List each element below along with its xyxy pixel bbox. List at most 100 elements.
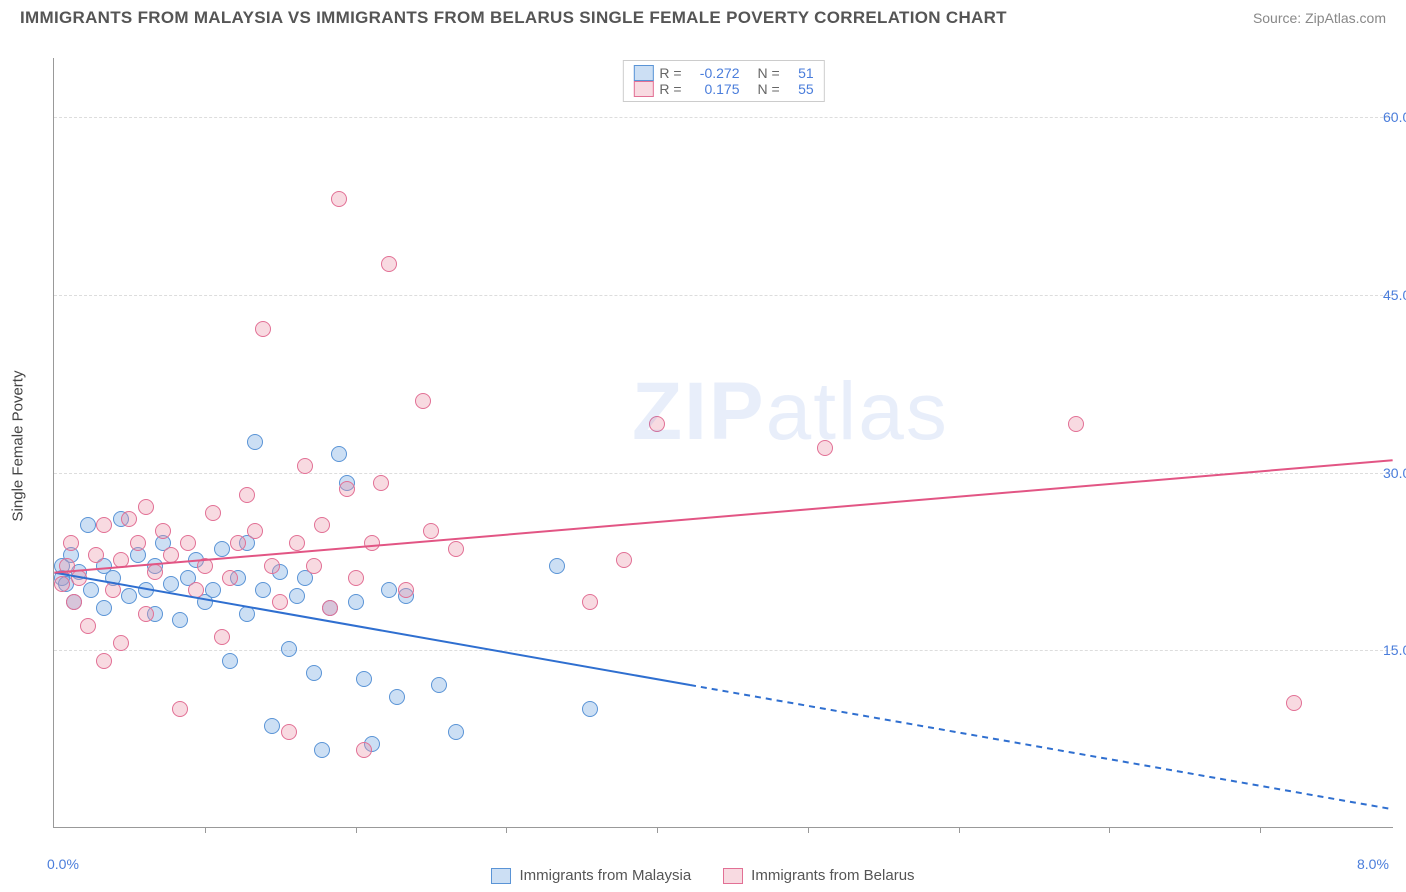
data-point [582,594,598,610]
data-point [121,511,137,527]
y-tick-label: 60.0% [1383,109,1406,125]
data-point [1068,416,1084,432]
data-point [306,665,322,681]
x-tick [506,827,507,833]
legend-label: Immigrants from Malaysia [519,867,691,884]
x-tick [808,827,809,833]
data-point [1286,695,1302,711]
data-point [83,582,99,598]
x-tick [1260,827,1261,833]
data-point [214,629,230,645]
stats-legend-row: R =-0.272N =51 [633,65,813,81]
data-point [205,582,221,598]
n-label: N = [758,65,780,81]
data-point [113,552,129,568]
y-tick-label: 30.0% [1383,465,1406,481]
data-point [364,535,380,551]
data-point [138,606,154,622]
data-point [431,677,447,693]
data-point [105,582,121,598]
stats-legend-row: R =0.175N =55 [633,81,813,97]
chart-title: IMMIGRANTS FROM MALAYSIA VS IMMIGRANTS F… [20,8,1007,28]
data-point [96,517,112,533]
r-value: 0.175 [688,81,740,97]
watermark-zip: ZIP [632,366,766,457]
n-value: 55 [786,81,814,97]
data-point [113,635,129,651]
data-point [331,191,347,207]
data-point [205,505,221,521]
legend-swatch [633,65,653,81]
data-point [389,689,405,705]
data-point [314,517,330,533]
data-point [255,582,271,598]
y-tick-label: 15.0% [1383,642,1406,658]
data-point [163,576,179,592]
data-point [138,499,154,515]
data-point [96,653,112,669]
data-point [80,517,96,533]
gridline [54,295,1393,296]
y-axis-title: Single Female Poverty [10,371,27,522]
data-point [297,458,313,474]
legend-swatch [633,81,653,97]
source-attribution: Source: ZipAtlas.com [1253,10,1386,26]
data-point [817,440,833,456]
data-point [138,582,154,598]
data-point [398,582,414,598]
x-tick [356,827,357,833]
r-label: R = [659,65,681,81]
x-tick [1109,827,1110,833]
data-point [381,582,397,598]
data-point [222,653,238,669]
x-tick [657,827,658,833]
data-point [356,742,372,758]
data-point [264,718,280,734]
data-point [80,618,96,634]
r-value: -0.272 [688,65,740,81]
legend-label: Immigrants from Belarus [751,867,914,884]
data-point [247,434,263,450]
data-point [239,606,255,622]
legend-item: Immigrants from Belarus [723,867,914,884]
data-point [188,582,204,598]
data-point [172,701,188,717]
data-point [289,588,305,604]
legend-item: Immigrants from Malaysia [491,867,691,884]
y-tick-label: 45.0% [1383,287,1406,303]
data-point [247,523,263,539]
data-point [582,701,598,717]
n-label: N = [758,81,780,97]
data-point [306,558,322,574]
data-point [549,558,565,574]
data-point [281,641,297,657]
data-point [239,487,255,503]
data-point [415,393,431,409]
data-point [373,475,389,491]
data-point [381,256,397,272]
watermark-atlas: atlas [766,366,949,457]
data-point [339,481,355,497]
series-legend: Immigrants from Malaysia Immigrants from … [0,867,1406,884]
data-point [272,594,288,610]
data-point [54,576,70,592]
legend-swatch [723,868,743,884]
watermark: ZIPatlas [632,365,949,459]
data-point [197,558,213,574]
x-tick [205,827,206,833]
data-point [356,671,372,687]
chart-plot-area: R =-0.272N =51R =0.175N =55 ZIPatlas 15.… [53,58,1393,828]
data-point [71,570,87,586]
data-point [348,594,364,610]
data-point [88,547,104,563]
data-point [448,724,464,740]
data-point [264,558,280,574]
data-point [448,541,464,557]
legend-swatch [491,868,511,884]
data-point [96,600,112,616]
data-point [281,724,297,740]
gridline [54,650,1393,651]
data-point [322,600,338,616]
data-point [121,588,137,604]
data-point [172,612,188,628]
